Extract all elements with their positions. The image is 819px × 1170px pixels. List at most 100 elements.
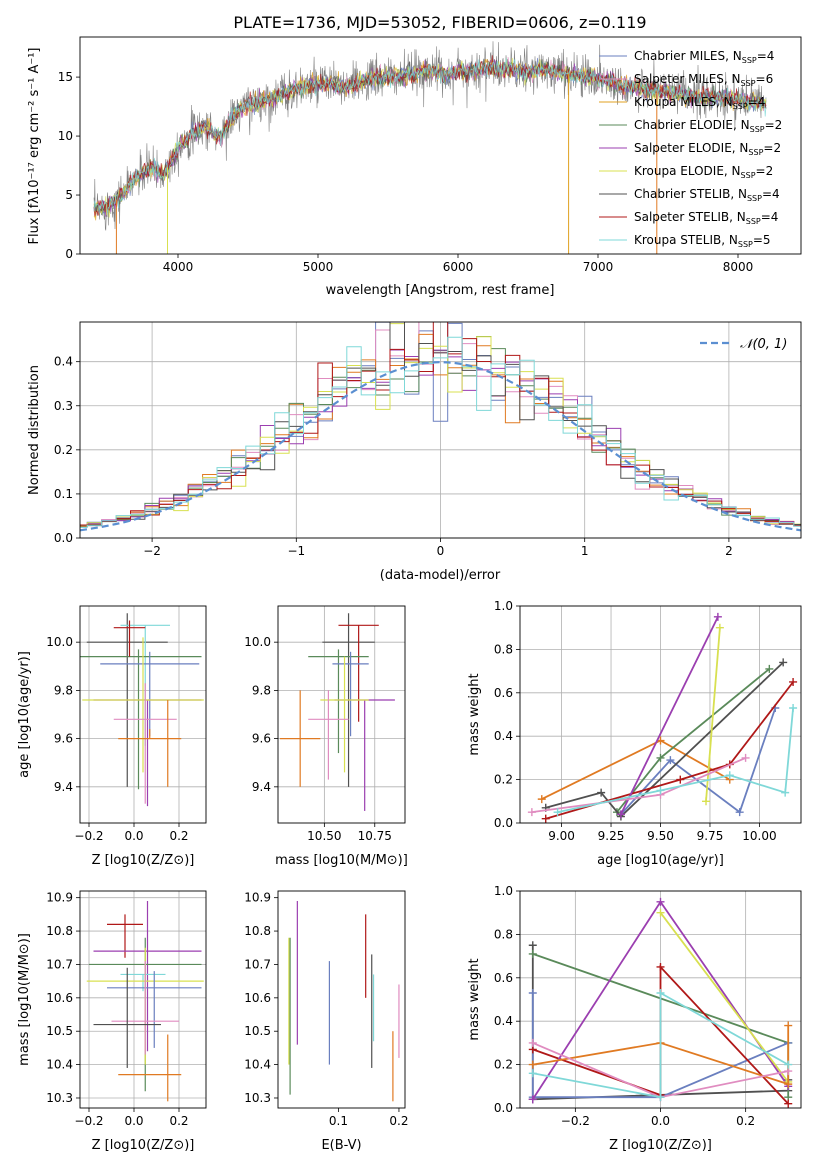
legend-entry: Chabrier STELIB, NSSP=4 <box>634 187 780 203</box>
mass-weight-marker <box>656 753 665 762</box>
axes-frame <box>519 605 802 824</box>
x-tick-label: 6000 <box>443 260 474 274</box>
x-tick-label: 9.75 <box>697 829 724 843</box>
legend-entry: Chabrier MILES, NSSP=4 <box>634 49 774 65</box>
y-tick-label: 9.6 <box>54 732 73 746</box>
y-tick-label: 9.8 <box>54 683 73 697</box>
y-tick-label: 0.2 <box>54 443 73 457</box>
y-tick-label: 0 <box>65 247 73 261</box>
mass-weight-marker <box>528 1095 537 1104</box>
mass-weight-line <box>705 627 721 802</box>
axes-frame <box>79 321 802 539</box>
y-tick-label: 9.6 <box>252 732 271 746</box>
x-tick-label: 0.0 <box>124 829 143 843</box>
figure-title: PLATE=1736, MJD=53052, FIBERID=0606, z=0… <box>233 13 646 32</box>
mass-weight-marker <box>656 962 665 971</box>
mass-weight-marker <box>528 949 537 958</box>
y-tick-label: 0.2 <box>494 1058 513 1072</box>
y-tick-label: 5 <box>65 188 73 202</box>
mass-weight-line <box>620 707 777 815</box>
histogram-step <box>80 349 801 526</box>
plot-area-mass_vs_EBV <box>288 901 400 1102</box>
histogram-step <box>80 322 801 526</box>
mass-weight-marker <box>702 797 711 806</box>
x-tick-label: 0.1 <box>329 1114 348 1128</box>
y-tick-label: 10.5 <box>46 1024 73 1038</box>
plot-area-spectrum <box>93 41 767 254</box>
x-axis-label: Z [log10(Z/Z⊙)] <box>609 1138 712 1153</box>
x-axis-label: (data-model)/error <box>380 568 501 583</box>
x-tick-label: 10.75 <box>358 829 392 843</box>
y-tick-label: 1.0 <box>494 884 513 898</box>
y-axis-label: Normed distribution <box>27 365 42 495</box>
legend-entry: Kroupa ELODIE, NSSP=2 <box>634 164 773 180</box>
y-tick-label: 10.3 <box>46 1091 73 1105</box>
y-tick-label: 10.4 <box>244 1058 271 1072</box>
x-tick-label: 7000 <box>583 260 614 274</box>
mass-weight-line <box>545 681 794 820</box>
mass-weight-line <box>545 661 784 818</box>
x-tick-label: 1 <box>581 544 589 558</box>
x-tick-label: 5000 <box>303 260 334 274</box>
mass-weight-line <box>532 1025 790 1086</box>
mass-weight-marker <box>789 703 798 712</box>
x-tick-label: 0.0 <box>124 1114 143 1128</box>
axes-mass_weight_vs_Z: −0.2 0.0 0.2 0.0 0.2 0.4 0.6 0.8 1.0 Z [log10(Z/Z… <box>467 884 802 1153</box>
mass-weight-marker <box>527 808 536 817</box>
x-tick-label: 0.2 <box>169 1114 188 1128</box>
x-tick-label: −0.2 <box>74 1114 103 1128</box>
mass-weight-marker <box>616 810 625 819</box>
y-axis-label: mass [log10(M/M⊙)] <box>17 933 32 1066</box>
mass-weight-marker <box>784 1080 793 1089</box>
axes-mass_vs_EBV: 0.1 0.2 10.3 10.4 10.5 10.6 10.7 10.8 10.9 E(B-V) <box>244 890 408 1153</box>
x-tick-label: 0 <box>437 544 445 558</box>
x-tick-label: −0.2 <box>561 1114 590 1128</box>
y-tick-label: 0.2 <box>494 773 513 787</box>
mass-weight-marker <box>656 988 665 997</box>
y-tick-label: 10.9 <box>244 891 271 905</box>
y-tick-label: 9.4 <box>54 780 73 794</box>
mass-weight-marker <box>765 664 774 673</box>
y-tick-label: 10.4 <box>46 1058 73 1072</box>
y-tick-label: 9.8 <box>252 683 271 697</box>
plot-area-residual_histogram <box>80 322 801 532</box>
axes-frame <box>79 890 207 1109</box>
y-tick-label: 0.0 <box>494 816 513 830</box>
y-tick-label: 10.8 <box>46 924 73 938</box>
y-tick-label: 10.9 <box>46 891 73 905</box>
mass-weight-marker <box>784 1099 793 1108</box>
mass-weight-marker <box>656 897 665 906</box>
mass-weight-line <box>620 616 719 815</box>
mass-weight-marker <box>553 808 562 817</box>
y-tick-label: 15 <box>58 70 73 84</box>
mass-weight-marker <box>725 771 734 780</box>
mass-weight-marker <box>715 623 724 632</box>
y-axis-label: mass weight <box>467 673 482 755</box>
mass-weight-marker <box>781 788 790 797</box>
y-tick-label: 10.7 <box>46 957 73 971</box>
x-axis-label: Z [log10(Z/Z⊙)] <box>92 1138 195 1153</box>
y-tick-label: 0.6 <box>494 971 513 985</box>
y-tick-label: 0.4 <box>54 355 73 369</box>
axes-spectrum: 4000 5000 6000 7000 8000 0 5 10 15 Chabrier MILES… <box>27 36 802 298</box>
y-tick-label: 0.8 <box>494 642 513 656</box>
x-tick-label: 9.25 <box>598 829 625 843</box>
mass-weight-marker <box>541 814 550 823</box>
legend-entry: Kroupa MILES, NSSP=4 <box>634 95 765 111</box>
mass-weight-marker <box>528 1060 537 1069</box>
y-tick-label: 10.6 <box>46 991 73 1005</box>
mass-weight-line <box>659 912 789 1083</box>
mass-weight-marker <box>656 786 665 795</box>
y-tick-label: 9.4 <box>252 780 271 794</box>
y-tick-label: 0.0 <box>494 1101 513 1115</box>
mass-weight-marker <box>656 1093 665 1102</box>
mass-weight-marker <box>528 1069 537 1078</box>
mass-weight-line <box>532 991 789 1099</box>
mass-weight-marker <box>713 612 722 621</box>
mass-weight-marker <box>735 808 744 817</box>
axes-frame <box>277 605 406 824</box>
y-tick-label: 10.3 <box>244 1091 271 1105</box>
y-tick-label: 10.6 <box>244 991 271 1005</box>
spectrum-data-line <box>93 41 767 231</box>
